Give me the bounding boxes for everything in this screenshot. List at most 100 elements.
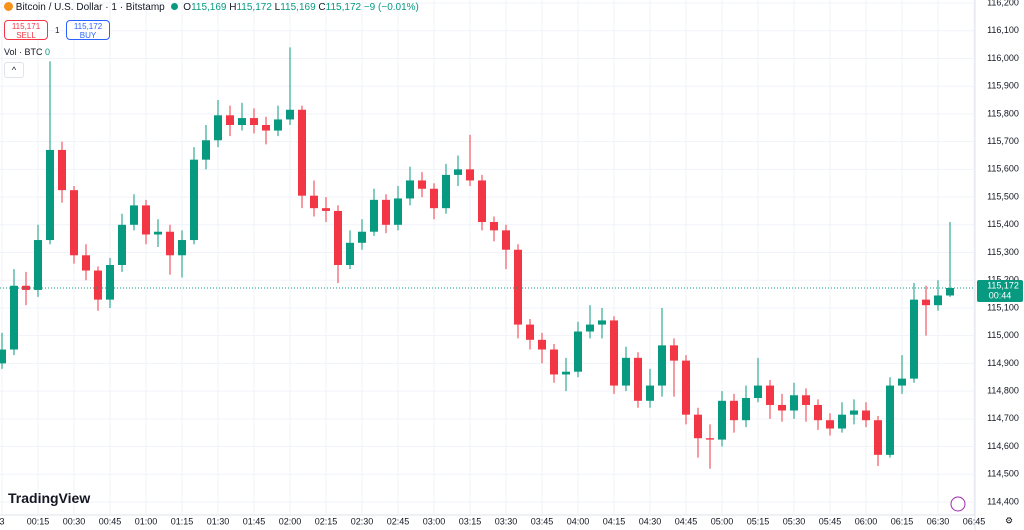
buy-label: BUY [79, 31, 97, 40]
y-tick-label: 116,000 [987, 53, 1019, 63]
candle-body [778, 404, 786, 411]
candle-body [34, 240, 42, 290]
candle-body [754, 385, 762, 399]
candle-body [586, 324, 594, 332]
candle-body [622, 357, 630, 386]
x-tick-label: 05:00 [711, 516, 734, 526]
event-icon[interactable] [950, 496, 966, 512]
candle-body [94, 270, 102, 300]
candle-body [946, 287, 954, 296]
o-value: 115,169 [191, 2, 227, 13]
candle-body [370, 199, 378, 232]
settings-icon[interactable]: ⚙ [1005, 515, 1013, 525]
l-label: L [274, 2, 281, 13]
candle-body [382, 199, 390, 225]
candle-body [442, 174, 450, 209]
candle-body [922, 299, 930, 306]
grid [0, 0, 975, 515]
l-value: 115,169 [280, 2, 316, 13]
y-tick-label: 115,700 [987, 136, 1019, 146]
x-tick-label: 04:30 [639, 516, 662, 526]
candle-body [0, 349, 6, 364]
x-tick-label: 05:45 [819, 516, 842, 526]
y-tick-label: 115,900 [987, 81, 1019, 91]
candle-body [394, 198, 402, 225]
buy-button[interactable]: 115,172 BUY [66, 20, 110, 40]
candle-body [334, 210, 342, 265]
symbol[interactable]: Bitcoin / U.S. Dollar · 1 · Bitstamp [15, 2, 165, 13]
candle-body [22, 285, 30, 290]
candle-body [418, 180, 426, 189]
candle-body [142, 205, 150, 235]
y-tick-label: 115,800 [987, 108, 1019, 118]
o-label: O [183, 2, 192, 13]
candle-body [610, 320, 618, 386]
c-value: 115,172 [325, 2, 362, 13]
y-tick-label: 115,200 [987, 275, 1019, 285]
candle-body [58, 149, 66, 191]
y-tick-label: 114,600 [987, 441, 1019, 451]
candle-body [226, 115, 234, 126]
candles [0, 47, 974, 469]
x-tick-label: 02:15 [315, 516, 338, 526]
collapse-button[interactable]: ^ [4, 62, 24, 78]
countdown: 00:44 [989, 290, 1012, 300]
candle-body [670, 345, 678, 361]
candle-body [574, 331, 582, 372]
x-tick-label: 04:15 [603, 516, 626, 526]
candle-body [238, 118, 246, 126]
candle-body [706, 438, 714, 440]
candle-body [598, 320, 606, 325]
candle-body [430, 188, 438, 209]
sell-label: SELL [16, 31, 36, 40]
y-tick-label: 116,200 [987, 0, 1019, 7]
logo[interactable]: TradingView [8, 490, 90, 506]
candle-body [82, 255, 90, 271]
candle-body [886, 385, 894, 455]
candle-body [694, 414, 702, 439]
y-tick-label: 114,800 [987, 385, 1019, 395]
candle-body [766, 385, 774, 405]
candle-body [250, 118, 258, 126]
candle-body [178, 240, 186, 256]
candle-body [454, 169, 462, 175]
x-tick-label: 3 [0, 516, 5, 526]
y-tick-label: 114,700 [987, 413, 1019, 423]
volume-value: 0 [45, 47, 51, 57]
candle-body [526, 324, 534, 340]
y-tick-label: 115,000 [987, 330, 1019, 340]
candle-body [682, 360, 690, 415]
x-tick-label: 06:00 [855, 516, 878, 526]
candle-body [406, 180, 414, 199]
change: −9 (−0.01%) [363, 2, 419, 13]
candle-body [838, 414, 846, 429]
candle-body [358, 231, 366, 243]
candle-body [910, 299, 918, 379]
candle-body [490, 222, 498, 231]
last-price-label: 115,172 [987, 280, 1019, 290]
sell-button[interactable]: 115,171 SELL [4, 20, 48, 40]
x-tick-label: 02:30 [351, 516, 374, 526]
h-label: H [229, 2, 237, 13]
candle-body [550, 349, 558, 375]
candle-body [646, 385, 654, 401]
candle-body [514, 249, 522, 325]
candle-body [346, 242, 354, 265]
x-tick-label: 00:45 [99, 516, 122, 526]
x-tick-label: 03:15 [459, 516, 482, 526]
y-tick-label: 114,500 [987, 469, 1019, 479]
candle-body [634, 357, 642, 401]
candle-body [862, 410, 870, 421]
spread: 1 [55, 26, 60, 35]
candle-body [166, 231, 174, 256]
candle-body [214, 115, 222, 141]
x-tick-label: 06:15 [891, 516, 914, 526]
candle-body [874, 420, 882, 455]
sell-price: 115,171 [11, 22, 41, 31]
candle-body [466, 169, 474, 181]
y-tick-label: 114,400 [987, 496, 1019, 506]
candle-body [814, 404, 822, 421]
candle-body [70, 190, 78, 256]
